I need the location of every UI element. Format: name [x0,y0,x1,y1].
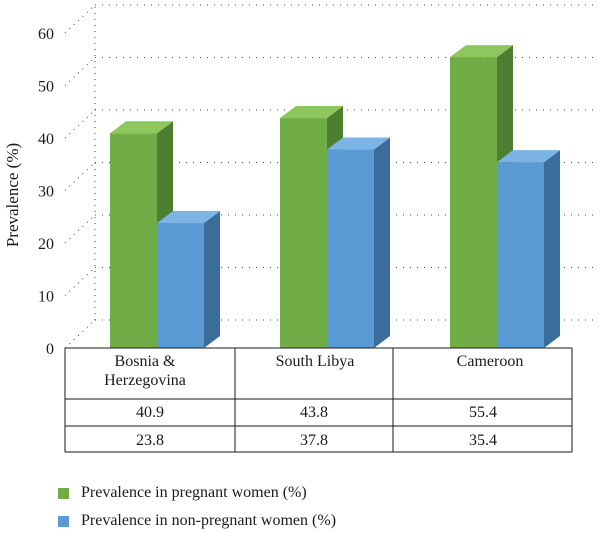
bar-top [110,121,173,134]
bar [327,149,374,348]
gridline-diagonal [64,4,96,34]
table-header-cat-1: South Libya [275,353,355,370]
bar [450,57,497,349]
bar-side [374,137,390,348]
bar-top [497,150,560,163]
gridlines [64,4,598,349]
gridline-diagonal [64,162,96,191]
y-tick-label: 20 [38,236,54,253]
data-table-lines [64,347,573,453]
bar-side [544,150,560,348]
table-cell: 43.8 [300,404,328,421]
bar-side [204,211,220,348]
legend-item-non-pregnant: Prevalence in non-pregnant women (%) [58,512,336,530]
bar [110,133,157,348]
table-cell: 23.8 [136,432,164,449]
bar [280,118,327,348]
y-tick-label: 0 [46,341,54,358]
y-tick-label: 30 [38,184,54,201]
table-cell: 40.9 [136,404,164,421]
table-cell: 55.4 [469,404,497,421]
legend-swatch-blue [58,515,69,527]
table-header-line: Bosnia & [114,353,176,370]
bar-top [327,137,390,150]
table-cell: 35.4 [469,432,497,449]
legend-swatch-green [58,487,69,499]
gridline-diagonal [64,267,96,296]
gridline-diagonal [64,109,96,139]
table-cell: 37.8 [300,432,328,449]
bars-group [110,45,560,349]
y-tick-label: 10 [38,289,54,306]
table-header-cat-0: Bosnia & Herzegovina [65,352,225,390]
bar [497,162,544,348]
gridline-diagonal [64,214,96,244]
y-tick-label: 40 [38,131,54,148]
table-header-cat-2: Cameroon [456,353,524,370]
legend-item-pregnant: Prevalence in pregnant women (%) [58,484,307,502]
bar-top [157,211,220,224]
legend-label: Prevalence in non-pregnant women (%) [81,512,337,529]
y-tick-label: 50 [38,79,54,96]
y-axis-ticks: 0 10 20 30 40 50 60 [38,26,54,358]
gridline-diagonal [64,319,96,349]
legend-label: Prevalence in pregnant women (%) [81,484,307,501]
table-header-line: Herzegovina [104,372,186,389]
y-axis-label: Prevalence (%) [3,143,22,247]
bar [157,223,204,348]
bar-top [450,45,513,58]
y-tick-label: 60 [38,26,54,43]
gridline-diagonal [64,57,96,86]
bar-top [280,106,343,119]
